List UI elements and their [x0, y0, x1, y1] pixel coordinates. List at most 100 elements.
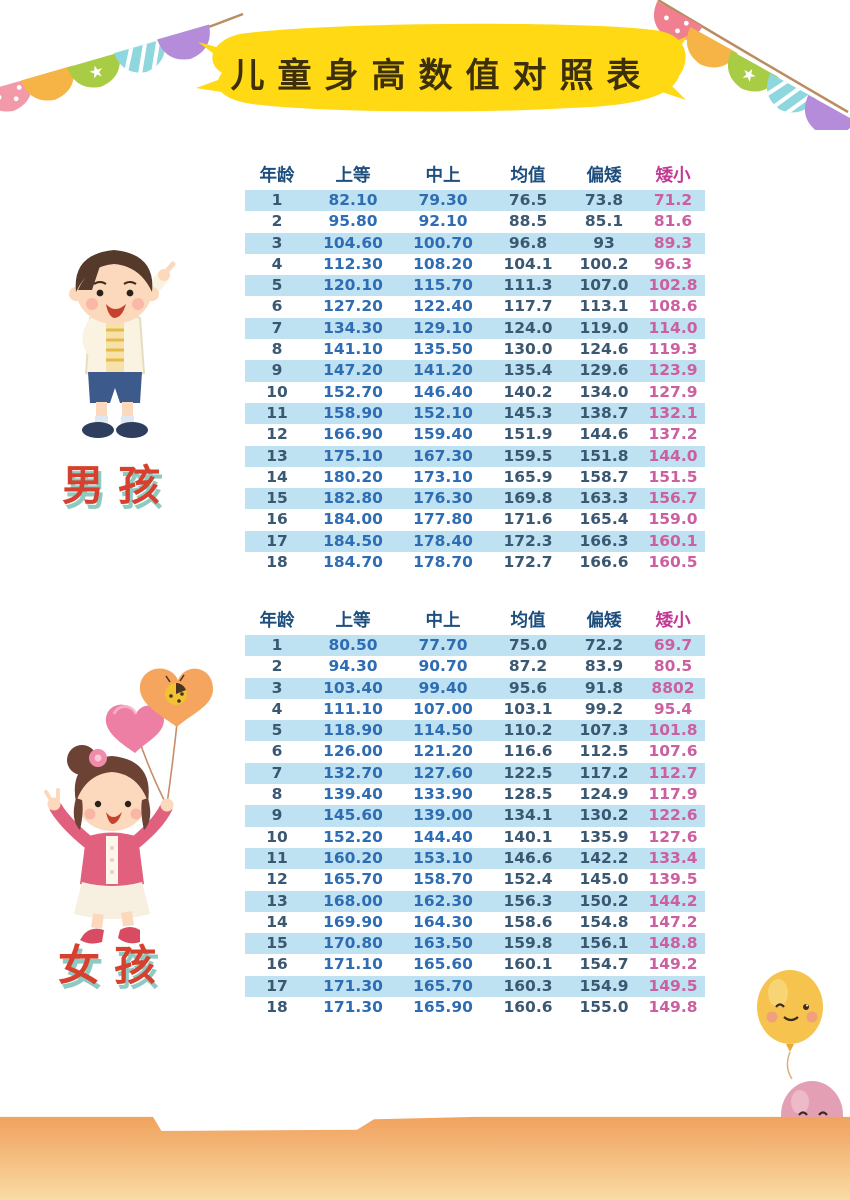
table-cell: 13	[266, 891, 288, 910]
table-cell: 169.90	[323, 912, 383, 931]
table-header: 年龄 上等 中上 均值 偏矮 矮小	[245, 603, 705, 635]
table-cell: 16	[266, 955, 288, 974]
table-cell: 123.9	[648, 361, 698, 380]
table-row: 6 127.20 122.40 117.7 113.1 108.6	[245, 296, 705, 317]
table-cell: 10	[266, 827, 288, 846]
table-cell: 159.40	[413, 425, 473, 444]
table-cell: 107.0	[579, 276, 629, 295]
table-cell: 165.70	[323, 870, 383, 889]
page-title-text: 儿童身高数值对照表	[230, 56, 654, 96]
table-cell: 100.70	[413, 233, 473, 252]
table-row: 12 166.90 159.40 151.9 144.6 137.2	[245, 424, 705, 445]
table-row: 11 160.20 153.10 146.6 142.2 133.4	[245, 847, 705, 870]
table-row: 13 168.00 162.30 156.3 150.2 144.2	[245, 890, 705, 912]
table-cell: 124.0	[503, 318, 553, 337]
table-cell: 69.7	[653, 636, 693, 654]
table-cell: 145.60	[323, 806, 383, 825]
table-cell: 3	[271, 233, 283, 252]
table-cell: 156.1	[579, 934, 629, 953]
table-cell: 9	[271, 361, 283, 380]
table-cell: 151.5	[648, 467, 698, 486]
table-cell: 144.40	[413, 827, 473, 846]
table-cell: 12	[266, 425, 288, 444]
table-cell: 8802	[651, 678, 695, 697]
table-cell: 151.8	[579, 446, 629, 465]
table-cell: 8	[271, 785, 283, 804]
table-row: 17 184.50 178.40 172.3 166.3 160.1	[245, 530, 705, 553]
table-cell: 111.3	[503, 276, 553, 295]
table-cell: 135.9	[579, 827, 629, 846]
boy-illustration	[69, 250, 176, 438]
bunting-garland-right-icon: ★	[653, 0, 850, 130]
table-cell: 167.30	[413, 446, 473, 465]
table-cell: 171.10	[323, 955, 383, 974]
table-cell: 178.40	[413, 531, 473, 550]
table-cell: 165.90	[413, 998, 473, 1017]
table-cell: 80.5	[653, 657, 693, 676]
table-row: 14 180.20 173.10 165.9 158.7 151.5	[245, 467, 705, 488]
table-cell: 108.6	[648, 297, 698, 316]
table-row: 16 171.10 165.60 160.1 154.7 149.2	[245, 954, 705, 975]
table-cell: 93	[593, 233, 615, 252]
table-cell: 114.0	[648, 318, 698, 337]
table-cell: 113.1	[579, 297, 629, 316]
table-row: 10 152.70 146.40 140.2 134.0 127.9	[245, 382, 705, 403]
table-cell: 16	[266, 510, 288, 529]
table-cell: 114.50	[413, 721, 473, 740]
table-cell: 162.30	[413, 891, 473, 910]
table-row: 4 111.10 107.00 103.1 99.2 95.4	[245, 699, 705, 720]
table-cell: 160.5	[648, 553, 698, 572]
table-cell: 149.2	[648, 955, 698, 974]
orange-footer-band	[0, 1116, 850, 1200]
column-header-mean: 均值	[510, 165, 546, 186]
table-cell: 112.5	[579, 742, 629, 761]
table-row: 1 80.50 77.70 75.0 72.2 69.7	[245, 635, 705, 657]
table-cell: 165.4	[579, 510, 629, 529]
table-row: 10 152.20 144.40 140.1 135.9 127.6	[245, 827, 705, 848]
table-cell: 5	[271, 721, 283, 740]
column-header-short: 矮小	[655, 610, 691, 631]
table-row: 7 132.70 127.60 122.5 117.2 112.7	[245, 762, 705, 785]
table-cell: 153.10	[413, 848, 473, 867]
table-cell: 75.0	[508, 636, 548, 654]
column-header-above-avg: 中上	[425, 610, 461, 631]
table-cell: 175.10	[323, 446, 383, 465]
table-cell: 160.6	[503, 998, 553, 1017]
table-cell: 152.70	[323, 382, 383, 401]
table-cell: 132.1	[648, 403, 698, 422]
table-cell: 104.1	[503, 254, 553, 273]
table-cell: 133.4	[648, 848, 698, 867]
girls-label: 女孩	[58, 932, 170, 993]
table-cell: 112.30	[323, 254, 383, 273]
table-row: 5 118.90 114.50 110.2 107.3 101.8	[245, 720, 705, 742]
bunting-garland-left-icon: ★	[0, 12, 244, 112]
table-cell: 120.10	[323, 276, 383, 295]
table-row: 18 184.70 178.70 172.7 166.6 160.5	[245, 552, 705, 573]
table-cell: 3	[271, 678, 283, 697]
table-cell: 112.7	[648, 763, 698, 782]
table-cell: 154.8	[579, 912, 629, 931]
table-cell: 99.40	[418, 678, 468, 697]
table-row: 9 145.60 139.00 134.1 130.2 122.6	[245, 805, 705, 827]
table-cell: 184.50	[323, 531, 383, 550]
table-cell: 151.9	[503, 425, 553, 444]
table-row: 11 158.90 152.10 145.3 138.7 132.1	[245, 402, 705, 425]
table-cell: 87.2	[508, 657, 548, 676]
table-cell: 145.3	[503, 403, 553, 422]
table-cell: 184.00	[323, 510, 383, 529]
table-cell: 124.6	[579, 340, 629, 359]
table-cell: 99.2	[584, 699, 624, 718]
table-cell: 17	[266, 531, 288, 550]
table-cell: 83.9	[584, 657, 624, 676]
column-header-age: 年龄	[259, 610, 295, 631]
table-cell: 102.8	[648, 276, 698, 295]
table-header: 年龄 上等 中上 均值 偏矮 矮小	[245, 158, 705, 190]
table-cell: 129.10	[413, 318, 473, 337]
table-cell: 180.20	[323, 467, 383, 486]
table-row: 6 126.00 121.20 116.6 112.5 107.6	[245, 741, 705, 762]
table-cell: 119.0	[579, 318, 629, 337]
table-cell: 152.20	[323, 827, 383, 846]
table-row: 3 103.40 99.40 95.6 91.8 8802	[245, 677, 705, 699]
table-cell: 128.5	[503, 785, 553, 804]
boys-label: 男孩	[62, 452, 174, 513]
